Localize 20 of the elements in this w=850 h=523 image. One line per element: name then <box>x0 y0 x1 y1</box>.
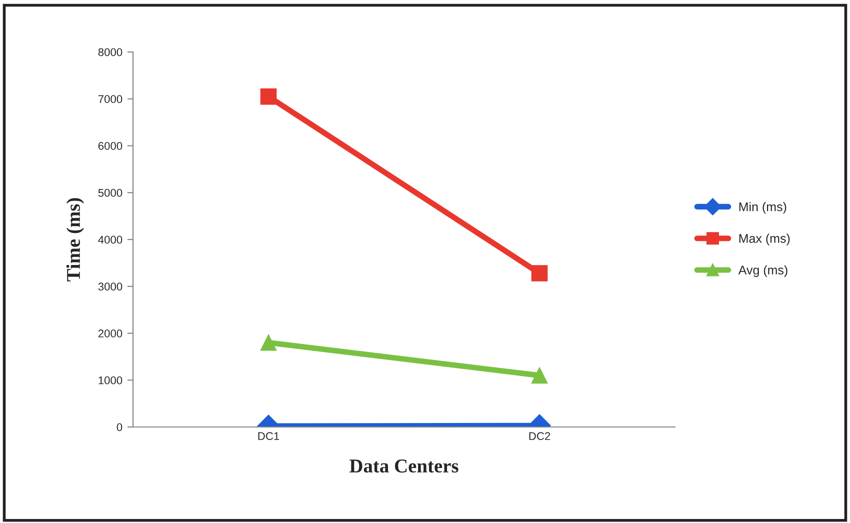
legend-label: Avg (ms) <box>738 265 788 277</box>
legend-label: Min (ms) <box>739 202 786 214</box>
point <box>531 265 548 282</box>
y-axis-title: Time (ms) <box>66 198 84 282</box>
y-tick-label: 3000 <box>98 282 122 291</box>
legend-label: Max (ms) <box>739 234 790 246</box>
point <box>260 88 277 105</box>
y-tick-label: 7000 <box>98 95 122 104</box>
x-axis-title: Data Centers <box>350 460 458 473</box>
y-tick-label: 4000 <box>98 236 122 244</box>
point <box>531 367 548 384</box>
y-tick-label: 0 <box>116 423 122 432</box>
y-tick-label: 1000 <box>98 376 122 384</box>
x-tick-label: DC1 <box>258 432 280 440</box>
y-tick-label: 6000 <box>98 142 122 150</box>
x-tick-label: DC2 <box>529 432 550 440</box>
y-tick-label: 2000 <box>98 330 122 338</box>
y-tick-label: 5000 <box>98 188 122 197</box>
point <box>260 334 277 351</box>
y-tick-label: 8000 <box>98 48 122 56</box>
